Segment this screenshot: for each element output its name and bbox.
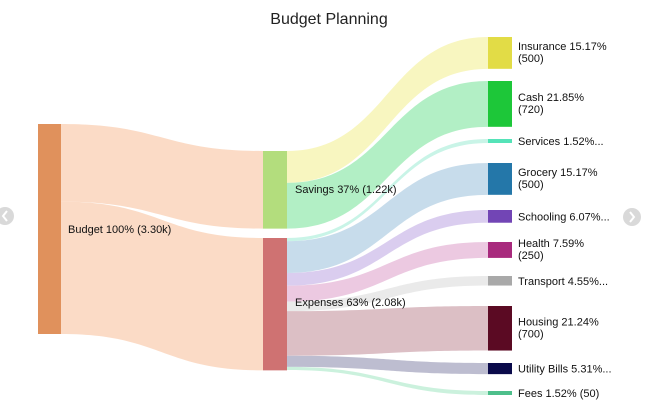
node-utility bbox=[488, 363, 512, 375]
node-label-schooling: Schooling 6.07%... bbox=[518, 211, 610, 223]
node-savings bbox=[263, 151, 287, 229]
node-value-cash: (720) bbox=[518, 104, 544, 116]
node-label-budget: Budget 100% (3.30k) bbox=[68, 224, 171, 236]
node-label-insurance: Insurance 15.17% bbox=[518, 41, 607, 53]
link-expenses-schooling bbox=[287, 210, 488, 286]
labels-layer: Budget 100% (3.30k) Savings 37% (1.22k) Ex… bbox=[68, 41, 612, 400]
chevron-left-icon bbox=[1, 210, 8, 222]
node-value-insurance: (500) bbox=[518, 53, 544, 65]
node-grocery bbox=[488, 163, 512, 195]
node-label-utility: Utility Bills 5.31%... bbox=[518, 364, 612, 376]
link-expenses-transport bbox=[287, 276, 488, 312]
node-label-transport: Transport 4.55%... bbox=[518, 276, 608, 288]
link-expenses-utility bbox=[287, 355, 488, 375]
node-value-grocery: (500) bbox=[518, 179, 544, 191]
link-expenses-fees bbox=[287, 366, 488, 395]
link-expenses-grocery bbox=[287, 163, 488, 273]
node-schooling bbox=[488, 210, 512, 223]
node-fees bbox=[488, 391, 512, 395]
node-label-cash: Cash 21.85% bbox=[518, 92, 584, 104]
node-budget bbox=[38, 124, 61, 334]
link-expenses-health bbox=[287, 242, 488, 302]
node-value-health: (250) bbox=[518, 250, 544, 262]
node-label-fees: Fees 1.52% (50) bbox=[518, 388, 599, 400]
link-budget-savings bbox=[61, 124, 263, 229]
link-budget-expenses bbox=[61, 201, 263, 371]
node-label-grocery: Grocery 15.17% bbox=[518, 167, 598, 179]
nodes-layer bbox=[38, 37, 512, 395]
node-label-expenses: Expenses 63% (2.08k) bbox=[295, 297, 406, 309]
node-expenses bbox=[263, 238, 287, 371]
node-services bbox=[488, 139, 512, 143]
chart-title: Budget Planning bbox=[270, 11, 387, 28]
link-expenses-housing bbox=[287, 306, 488, 356]
node-label-health: Health 7.59% bbox=[518, 238, 584, 250]
next-page-button[interactable] bbox=[623, 208, 641, 226]
node-health bbox=[488, 242, 512, 258]
node-housing bbox=[488, 306, 512, 351]
links-layer bbox=[61, 37, 488, 395]
node-transport bbox=[488, 276, 512, 286]
node-insurance bbox=[488, 37, 512, 69]
chevron-right-icon bbox=[629, 211, 636, 223]
node-label-savings: Savings 37% (1.22k) bbox=[295, 184, 397, 196]
link-savings-insurance bbox=[287, 37, 488, 183]
node-label-housing: Housing 21.24% bbox=[518, 316, 599, 328]
node-value-housing: (700) bbox=[518, 328, 544, 340]
link-savings-cash bbox=[287, 81, 488, 229]
link-expenses-services bbox=[287, 139, 488, 242]
node-cash bbox=[488, 81, 512, 127]
prev-page-button[interactable] bbox=[0, 207, 14, 225]
node-label-services: Services 1.52%... bbox=[518, 136, 604, 148]
